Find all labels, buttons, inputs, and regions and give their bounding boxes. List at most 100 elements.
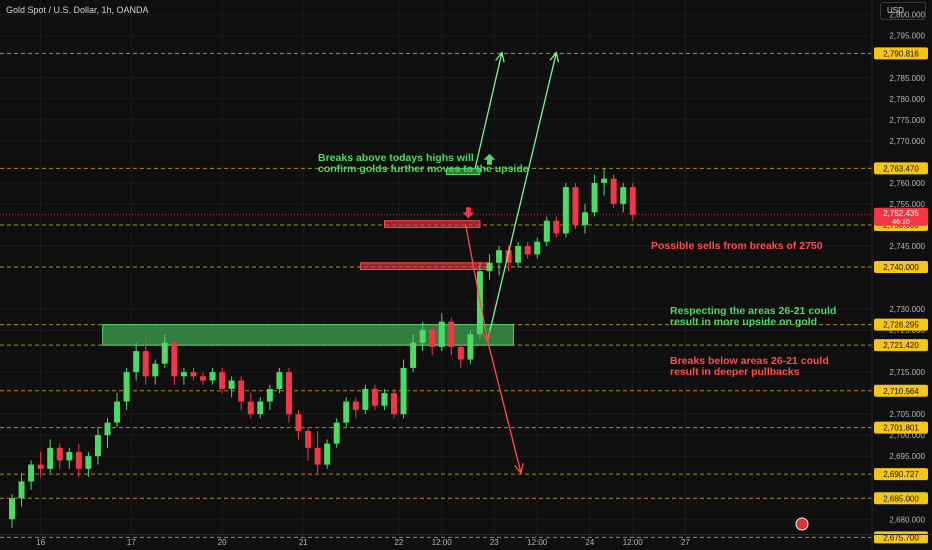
candle-body <box>104 422 111 436</box>
annotation-breaks-below: Breaks below areas 26-21 could result in… <box>670 356 829 378</box>
candle-body <box>333 422 340 444</box>
candle-body <box>591 182 598 213</box>
price-tick-label: 2,700.000 <box>889 431 925 440</box>
candle-body <box>448 321 455 347</box>
candle-body <box>85 456 92 469</box>
level-price-tag <box>874 468 928 481</box>
time-tick-label: 12:00 <box>527 538 548 547</box>
time-tick-label: 20 <box>218 538 227 547</box>
candle-body <box>142 351 149 377</box>
candle-body <box>94 435 101 457</box>
price-tick-label: 2,775.000 <box>889 116 925 125</box>
price-axis: 2,800.000 2,795.000 2,785.000 2,780.000 2,77… <box>871 0 932 550</box>
candle-body <box>28 464 35 482</box>
price-tick-label: 2,795.000 <box>889 32 925 41</box>
candle-body <box>352 401 359 410</box>
level-price-label: 2,685.000 <box>883 494 919 503</box>
bull-arrow-2[interactable] <box>486 52 557 341</box>
level-price-label: 2,790.816 <box>883 49 919 58</box>
candle-body <box>75 452 82 469</box>
arrow-head <box>495 51 505 63</box>
candle-body <box>314 447 321 465</box>
resistance-box-highs[interactable] <box>446 168 481 175</box>
annotation-respecting: Respecting the areas 26-21 could result … <box>670 306 836 328</box>
candle-body <box>228 380 235 389</box>
candle-body <box>410 342 417 368</box>
candle-body <box>238 380 245 402</box>
event-marker-icon <box>795 517 809 531</box>
candle-body <box>362 388 369 410</box>
candle-body <box>305 430 312 448</box>
price-tick-label: 2,715.000 <box>889 368 925 377</box>
candle-body <box>47 447 54 469</box>
candle-body <box>371 388 378 406</box>
annotation-line: Respecting the areas 26-21 could <box>670 305 837 317</box>
candle-body <box>133 351 140 373</box>
price-tick-label: 2,755.000 <box>889 200 925 209</box>
candle-body <box>9 498 15 520</box>
candle-body <box>486 262 493 272</box>
time-tick-label: 17 <box>127 538 136 547</box>
time-tick-label: 27 <box>681 538 690 547</box>
candle-body <box>66 452 73 461</box>
time-tick-label: 21 <box>299 538 308 547</box>
time-tick-label: 12:00 <box>623 538 644 547</box>
price-tick-label: 2,730.000 <box>889 305 925 314</box>
candle-body <box>524 245 531 255</box>
level-price-label: 2,675.700 <box>883 533 919 542</box>
current-price-tag <box>874 207 928 226</box>
chart-gridlines <box>0 0 872 534</box>
level-price-tag <box>874 261 928 273</box>
candle-body <box>180 372 187 377</box>
level-price-label: 2,721.420 <box>883 341 919 350</box>
current-price-label: 2,752.435 <box>883 209 919 218</box>
level-price-tag <box>874 421 928 434</box>
zones[interactable] <box>102 168 514 346</box>
sell-zone-2750[interactable] <box>383 220 481 228</box>
candle-body <box>582 212 588 225</box>
bull-arrow-1[interactable] <box>474 52 503 169</box>
candle-body <box>562 187 569 234</box>
level-price-label: 2,763.470 <box>883 164 919 173</box>
annotation-line: result in deeper pullbacks <box>670 366 800 378</box>
candle-body <box>553 220 560 234</box>
price-tick-label: 2,760.000 <box>889 179 925 188</box>
level-price-label: 2,740.000 <box>883 263 919 272</box>
candle-body <box>543 220 550 242</box>
price-tick-label: 2,780.000 <box>889 95 925 104</box>
bear-arrow-1[interactable] <box>464 224 489 341</box>
level-price-tag <box>874 318 928 331</box>
time-tick-label: 23 <box>490 538 499 547</box>
candle-body <box>171 342 178 377</box>
currency-selector[interactable]: USD <box>880 2 926 20</box>
candle-body <box>200 376 206 381</box>
trend-arrows[interactable] <box>462 51 560 475</box>
level-price-label: 2,710.564 <box>883 387 919 396</box>
bear-arrow-2[interactable] <box>486 340 522 474</box>
price-tick-label: 2,770.000 <box>889 137 925 146</box>
candle-body <box>324 443 331 465</box>
price-tick-label: 2,705.000 <box>889 410 925 419</box>
level-price-tag <box>874 339 928 352</box>
candle-body <box>620 187 627 204</box>
time-tick-label: 12:00 <box>432 538 453 547</box>
candle-body <box>515 245 522 263</box>
candle-body <box>295 414 302 431</box>
candle-body <box>18 481 25 499</box>
candle-body <box>276 372 283 389</box>
annotation-line: confirm golds further moves to the upsid… <box>318 163 529 175</box>
demand-zone-26-21[interactable] <box>102 324 514 346</box>
annotation-line: Breaks below areas 26-21 could <box>670 355 829 367</box>
candle-body <box>467 334 474 360</box>
candle-body <box>152 363 159 377</box>
candle-body <box>343 401 350 423</box>
candle-body <box>56 447 63 461</box>
sell-zone-2740[interactable] <box>360 262 491 271</box>
candle-body <box>457 346 464 360</box>
price-tick-label: 2,680.000 <box>889 515 925 524</box>
candle-body <box>496 250 503 263</box>
annotation-breaks-above: Breaks above todays highs will confirm g… <box>318 153 529 175</box>
countdown-label: 46:10 <box>892 219 910 226</box>
level-price-tag <box>874 47 928 60</box>
